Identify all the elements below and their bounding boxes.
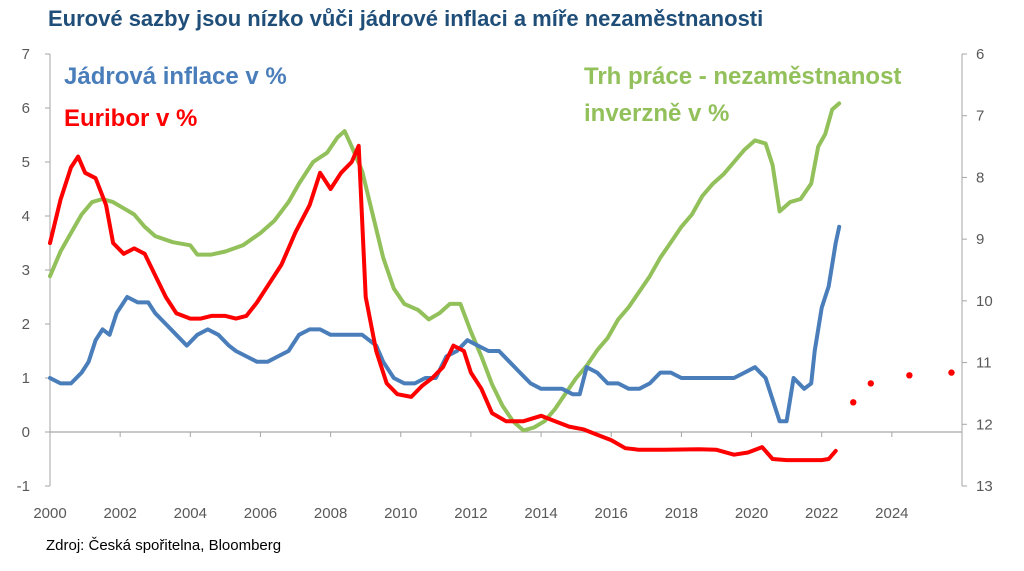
forecast-point — [867, 380, 874, 387]
x-tick-label: 2004 — [174, 505, 207, 522]
forecast-point — [906, 372, 913, 379]
y-right-tick-label: 12 — [976, 416, 993, 433]
y-left-tick-label: 2 — [22, 316, 30, 333]
y-left-tick-label: 0 — [22, 424, 30, 441]
y-left-tick-label: 1 — [22, 370, 30, 387]
x-tick-label: 2012 — [454, 505, 487, 522]
series-line-2 — [48, 101, 842, 433]
x-tick-label: 2018 — [665, 505, 698, 522]
legend-layer: Jádrová inflace v % Euribor v % Trh práce … — [64, 63, 901, 132]
x-tick-label: 2020 — [735, 505, 768, 522]
y-left-tick-label: -1 — [17, 478, 30, 495]
y-right-tick-label: 10 — [976, 293, 993, 310]
y-right-tick-label: 9 — [976, 231, 984, 248]
chart-axes: 2000 2002 2004 2006 2008 2010 2012 2014 2016 2018… — [17, 46, 993, 522]
forecast-point — [850, 399, 857, 406]
x-tick-label: 2010 — [384, 505, 417, 522]
x-tick-label: 2014 — [524, 505, 557, 522]
y-left-tick-label: 5 — [22, 154, 30, 171]
x-tick-label: 2000 — [33, 505, 66, 522]
y-right-tick-label: 7 — [976, 108, 984, 125]
y-right-tick-label: 6 — [976, 46, 984, 63]
y-left-tick-label: 7 — [22, 46, 30, 63]
x-tick-label: 2024 — [875, 505, 908, 522]
y-left-tick-label: 3 — [22, 262, 30, 279]
legend-core-inflation: Jádrová inflace v % — [64, 63, 287, 90]
y-left-tick-label: 4 — [22, 208, 30, 225]
series-layer — [48, 101, 955, 463]
legend-unemployment: Trh práce - nezaměstnanost inverzně v % — [584, 63, 901, 127]
y-left-tick-label: 6 — [22, 100, 30, 117]
x-tick-label: 2002 — [103, 505, 136, 522]
y-right-tick-label: 11 — [976, 355, 992, 372]
x-tick-label: 2016 — [595, 505, 628, 522]
x-tick-label: 2006 — [244, 505, 277, 522]
source-note: Zdroj: Česká spořitelna, Bloomberg — [46, 537, 282, 554]
y-right-tick-label: 13 — [976, 478, 993, 495]
series-line-1 — [48, 143, 838, 463]
series-line-0 — [48, 224, 842, 424]
x-tick-label: 2022 — [805, 505, 838, 522]
chart-title: Eurové sazby jsou nízko vůči jádrové inf… — [48, 6, 764, 31]
x-tick-label: 2008 — [314, 505, 347, 522]
forecast-point — [948, 369, 955, 376]
y-right-tick-label: 8 — [976, 169, 984, 186]
legend-euribor: Euribor v % — [64, 105, 197, 132]
